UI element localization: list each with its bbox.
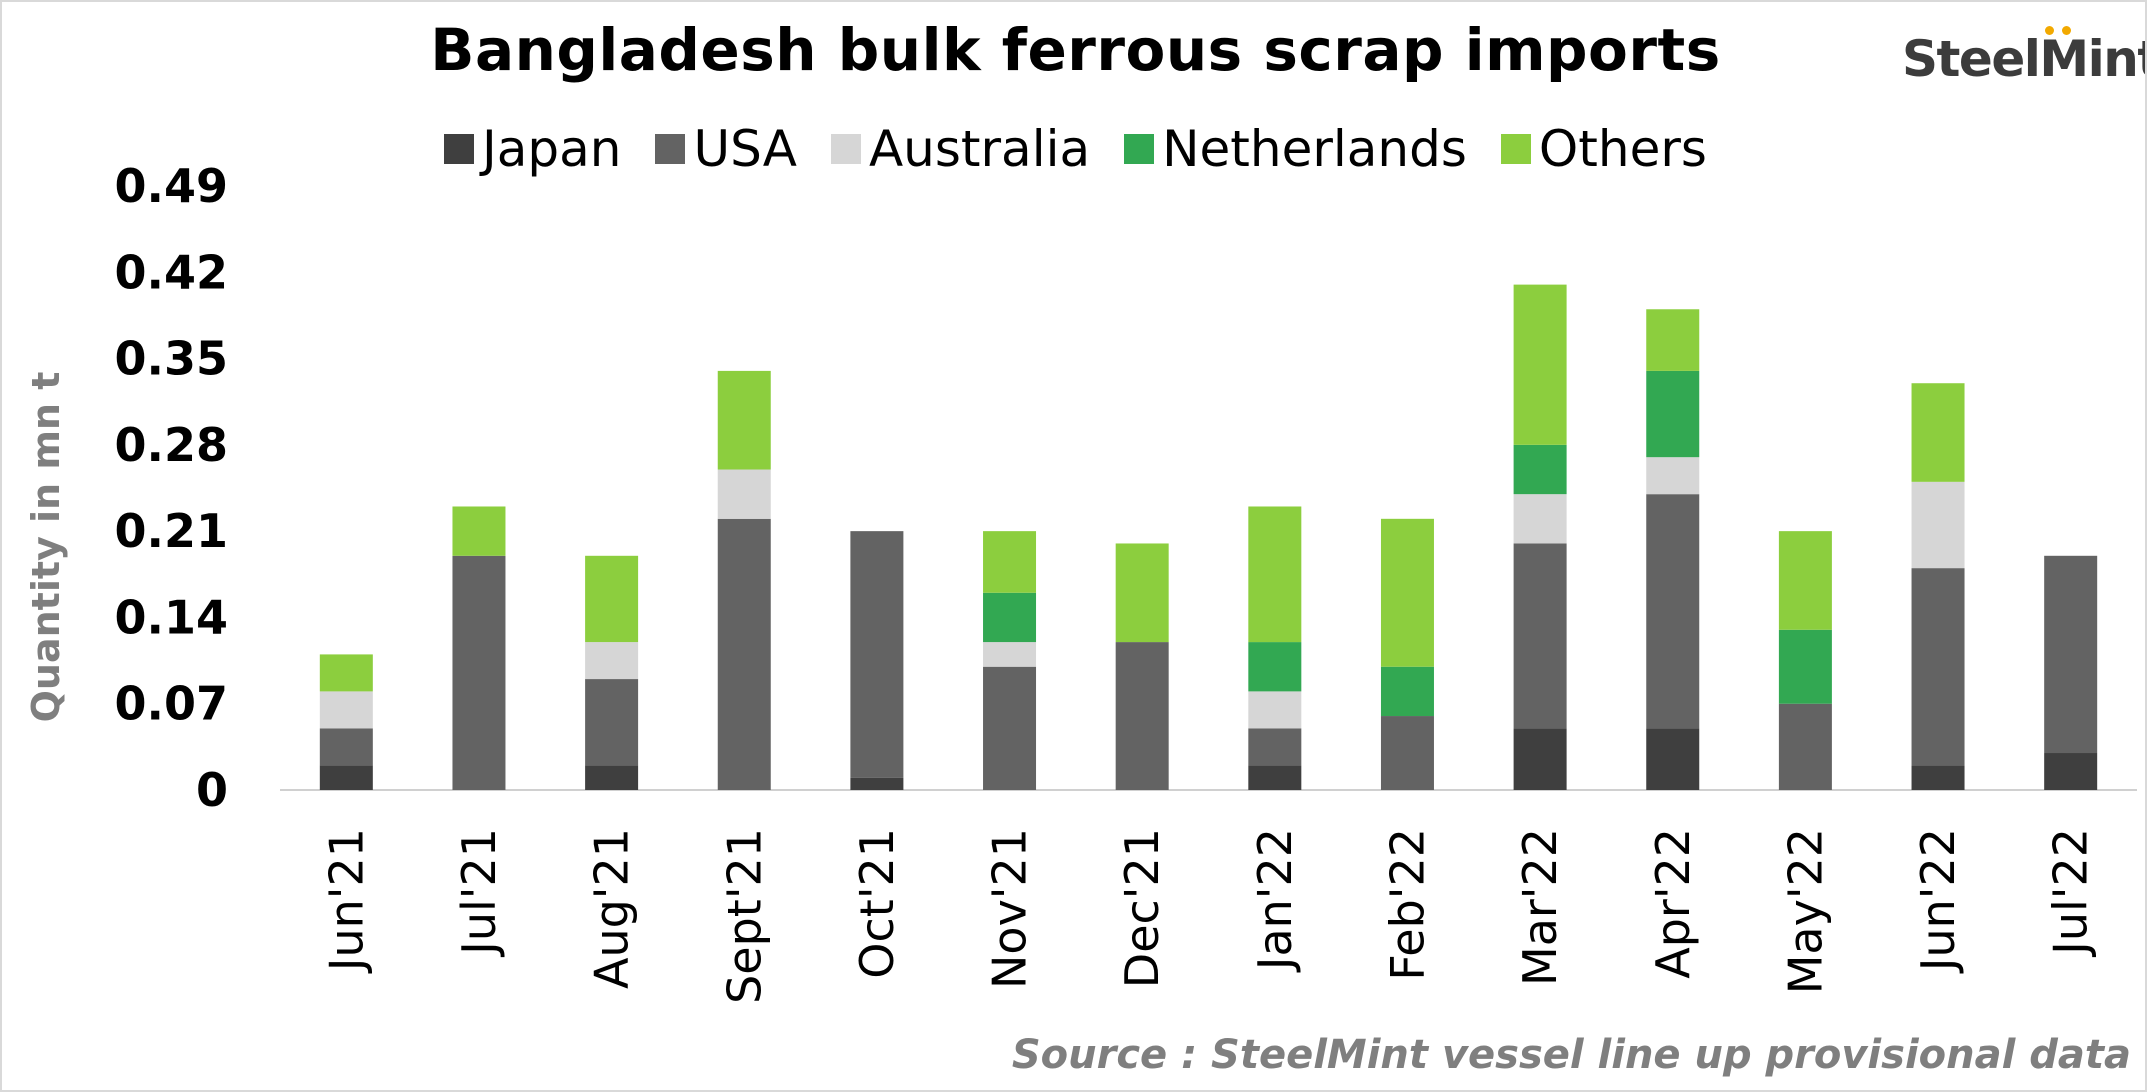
bar-usa [319,728,373,766]
bar-australia [1646,457,1700,495]
bar-japan [1513,728,1567,790]
bar-others [585,555,639,643]
bar-usa [850,531,904,778]
bar-usa [1778,703,1832,790]
x-tick-label: Jun'22 [1911,828,1965,974]
x-tick-label: May'22 [1778,828,1832,994]
legend-swatch-usa [655,134,686,164]
x-tick-label: Dec'21 [1115,828,1169,988]
bar-australia [717,469,771,519]
bar-australia [1248,691,1302,729]
x-tick-label: Jun'21 [319,828,373,974]
y-tick-label: 0 [196,763,228,817]
y-tick-label: 0.07 [115,677,229,731]
legend-label-japan: Japan [482,120,622,178]
bar-usa [1646,494,1700,729]
legend-label-netherlands: Netherlands [1162,120,1467,178]
bar-japan [850,777,904,790]
y-tick-label: 0.35 [115,332,229,386]
x-tick-label: Nov'21 [983,828,1037,989]
bar-netherlands [1646,370,1700,458]
legend-item-australia: Australia [830,120,1091,178]
legend-swatch-netherlands [1124,134,1155,164]
bar-others [1248,506,1302,643]
steelmint-logo: SteelMint [1902,26,2145,100]
legend-swatch-japan [444,134,475,164]
logo-dot-left [2045,26,2054,35]
chart-legend: Japan USA Australia Netherlands Others [2,120,2145,178]
bar-others [1646,309,1700,371]
chart-title: Bangladesh bulk ferrous scrap imports [430,16,1721,84]
y-tick-label: 0.49 [115,159,229,213]
legend-item-others: Others [1500,120,1707,178]
bar-others [1513,284,1567,445]
bar-australia [585,642,639,680]
bar-netherlands [1778,629,1832,704]
x-tick-label: Mar'22 [1513,828,1567,986]
y-tick-label: 0.21 [115,504,229,558]
bar-others [717,370,771,470]
bar-japan [2044,753,2098,790]
bar-australia [319,691,373,729]
y-tick-label: 0.42 [115,245,229,299]
x-tick-label: Sept'21 [717,828,771,1004]
bar-australia [1513,494,1567,544]
x-tick-label: Jan'22 [1248,828,1302,973]
bar-usa [1248,728,1302,766]
bar-usa [717,518,771,790]
x-tick-label: Jul'22 [2044,828,2098,958]
bar-netherlands [1513,444,1567,495]
x-tick-label: Oct'21 [850,828,904,979]
bar-usa [2044,555,2098,754]
bar-others [1778,531,1832,630]
legend-label-others: Others [1538,120,1707,178]
bar-others [1115,543,1169,643]
bar-usa [1513,543,1567,729]
bar-australia [983,642,1037,667]
bar-netherlands [983,592,1037,643]
y-tick-label: 0.14 [115,590,229,644]
bar-japan [1646,728,1700,790]
bar-australia [1911,481,1965,569]
bar-netherlands [1248,642,1302,692]
bar-usa [452,555,506,790]
bar-usa [1115,642,1169,790]
bar-usa [1380,716,1434,790]
source-note: Source : SteelMint vessel line up provis… [1011,1032,2131,1078]
x-tick-label: Feb'22 [1380,828,1434,981]
bar-usa [1911,568,1965,766]
x-tick-label: Jul'21 [452,828,506,958]
bar-usa [585,679,639,766]
x-tick-label: Apr'22 [1646,828,1700,979]
logo-dot-right [2062,26,2071,35]
legend-swatch-australia [830,134,861,164]
bar-usa [983,666,1037,790]
x-tick-label: Aug'21 [585,828,639,989]
legend-item-usa: USA [655,120,797,178]
bar-others [452,506,506,556]
legend-item-netherlands: Netherlands [1124,120,1467,178]
bar-japan [319,765,373,790]
legend-item-japan: Japan [444,120,621,178]
bar-japan [1248,765,1302,790]
bar-others [1911,383,1965,482]
bar-netherlands [1380,666,1434,717]
legend-swatch-others [1500,134,1531,164]
bar-others [319,654,373,692]
legend-label-usa: USA [693,120,797,178]
bar-others [983,531,1037,593]
legend-label-australia: Australia [868,120,1091,178]
bar-others [1380,518,1434,667]
bar-japan [1911,765,1965,790]
logo-wordmark: SteelMint [1902,30,2147,88]
bar-japan [585,765,639,790]
y-tick-label: 0.28 [115,418,229,472]
